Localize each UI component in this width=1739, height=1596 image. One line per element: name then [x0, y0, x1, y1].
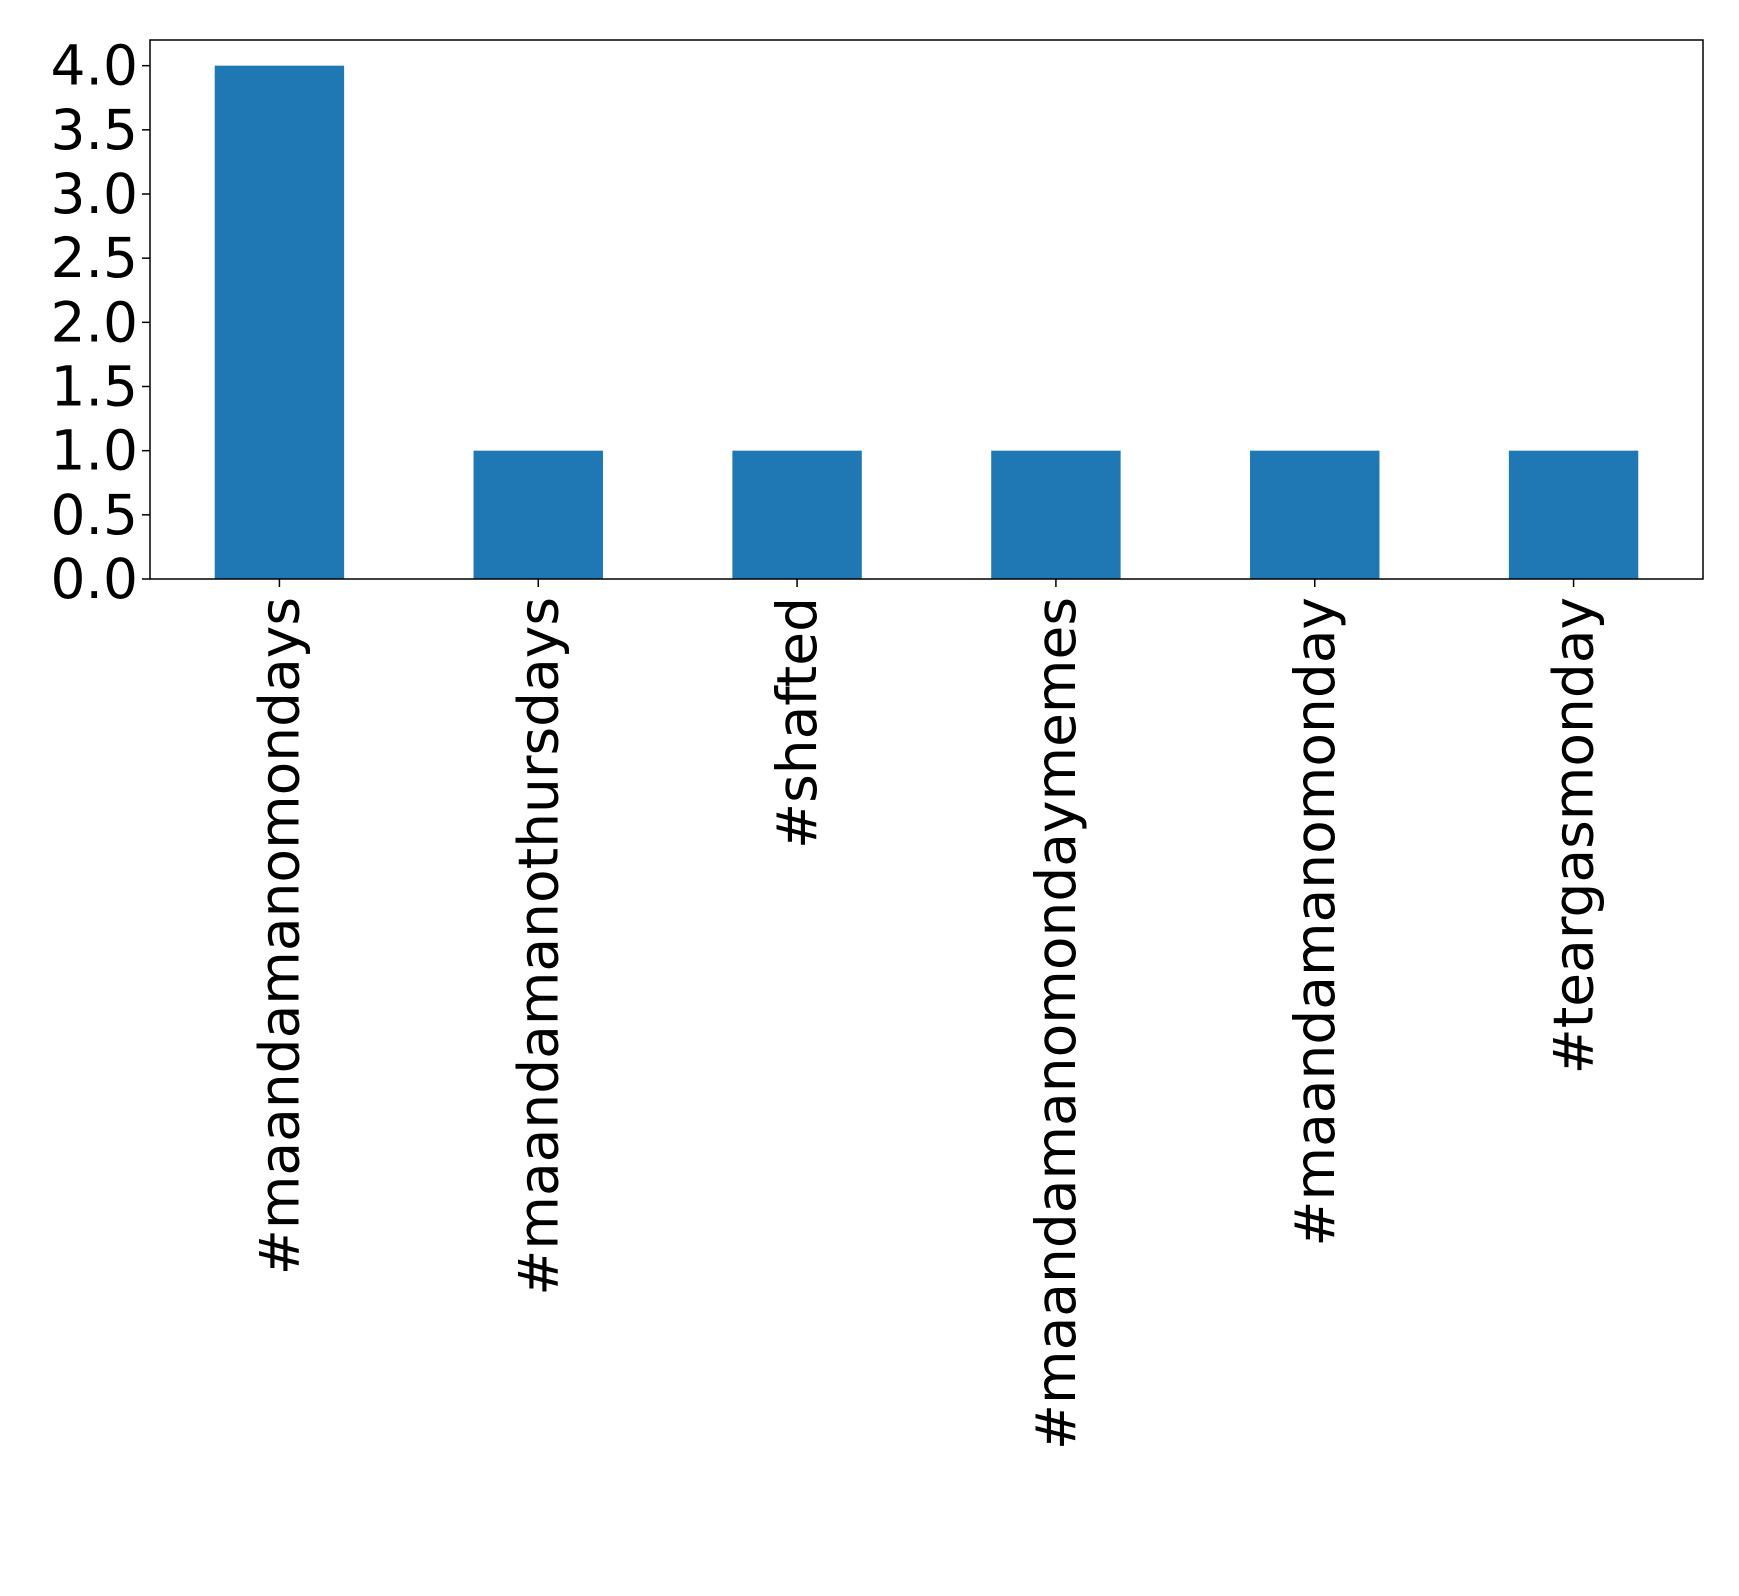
y-tick-label-8: 4.0: [51, 34, 138, 98]
y-tick-label-6: 3.0: [51, 162, 138, 226]
y-tick-label-7: 3.5: [51, 98, 138, 162]
bar-3: [991, 450, 1121, 579]
y-tick-label-4: 2.0: [51, 290, 138, 354]
bar-1: [473, 450, 603, 579]
x-tick-label-0: #maandamanomondays: [247, 597, 311, 1275]
bar-0: [214, 65, 345, 579]
y-tick-label-5: 2.5: [51, 226, 138, 290]
x-tick-label-2: #shafted: [765, 597, 829, 849]
bar-4: [1250, 450, 1380, 579]
y-tick-label-0: 0.0: [51, 547, 138, 611]
bar-2: [732, 450, 862, 579]
y-tick-label-2: 1.0: [51, 419, 138, 483]
y-axis-ticks: 0.00.51.01.52.02.53.03.54.0: [51, 34, 150, 611]
plot-frame: [149, 39, 1704, 580]
y-tick-label-1: 0.5: [51, 483, 138, 547]
x-tick-label-3: #maandamanomondaymemes: [1024, 597, 1088, 1450]
x-tick-label-5: #teargasmonday: [1542, 597, 1606, 1074]
x-axis-ticks: #maandamanomondays #maandamanothursdays #s…: [247, 579, 1606, 1450]
bars-group: [214, 65, 1639, 579]
x-tick-label-1: #maandamanothursdays: [506, 597, 570, 1296]
y-tick-label-3: 1.5: [51, 355, 138, 419]
bar-5: [1508, 450, 1639, 579]
x-tick-label-4: #maandamanomonday: [1283, 597, 1347, 1247]
